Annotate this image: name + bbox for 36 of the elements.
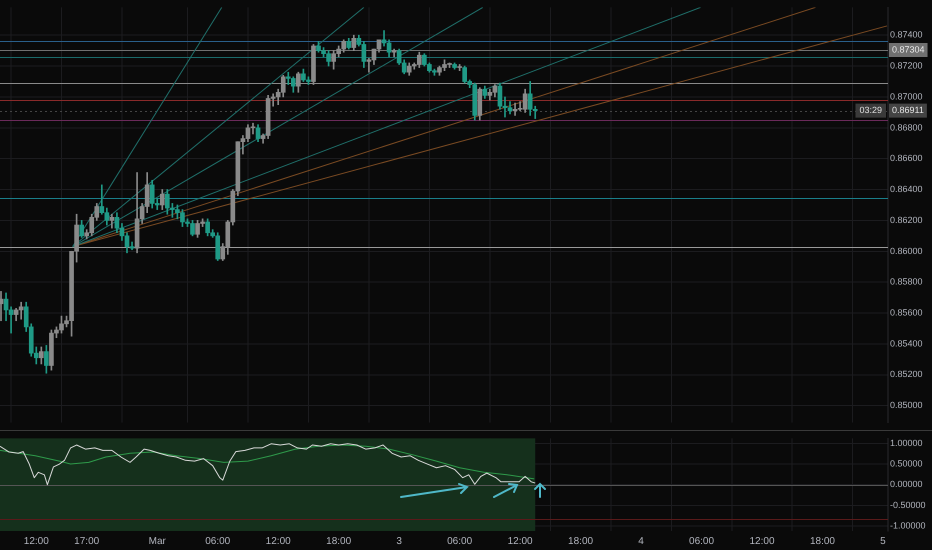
x-tick-label: 12:00 [508,536,534,547]
x-tick-label: 18:00 [326,536,352,547]
x-tick-label: 12:00 [749,536,775,547]
x-tick-label: 12:00 [24,536,50,547]
x-tick-label: 06:00 [447,536,473,547]
x-tick-label: 4 [638,536,644,547]
x-tick-label: 18:00 [810,536,836,547]
y-tick-label: 0.50000 [890,458,923,469]
ref-line-label: 0.86911 [892,105,924,116]
x-tick-label: 5 [880,536,886,547]
x-tick-label: 12:00 [266,536,292,547]
annotation: 03:29 [859,105,882,116]
y-tick-label: 0.00000 [890,479,923,490]
ref-line-label: 0.87304 [892,44,925,54]
y-tick-label: -0.50000 [890,500,926,510]
y-tick-label: 0.85200 [890,369,923,380]
y-tick-label: 0.86200 [890,214,923,225]
y-tick-label: 0.87000 [890,91,923,102]
x-tick-label: 06:00 [205,536,231,547]
y-tick-label: 0.85600 [890,307,923,318]
x-tick-label: 3 [396,536,402,547]
y-tick-label: 0.85400 [890,338,923,348]
y-tick-label: 0.85800 [890,276,923,287]
x-tick-label: 06:00 [689,536,714,547]
x-tick-label: Mar [148,536,167,547]
y-tick-label: -1.00000 [890,520,926,531]
y-tick-label: 1.00000 [890,438,923,448]
y-tick-label: 0.87200 [890,60,923,71]
x-tick-label: 18:00 [568,536,594,547]
y-tick-label: 0.86000 [890,246,923,256]
y-tick-label: 0.87400 [890,30,923,40]
y-tick-label: 0.86400 [890,184,923,194]
y-tick-label: 0.85000 [890,400,923,410]
y-tick-label: 0.86600 [890,153,923,164]
x-tick-label: 17:00 [74,536,100,547]
y-tick-label: 0.86800 [890,122,923,132]
